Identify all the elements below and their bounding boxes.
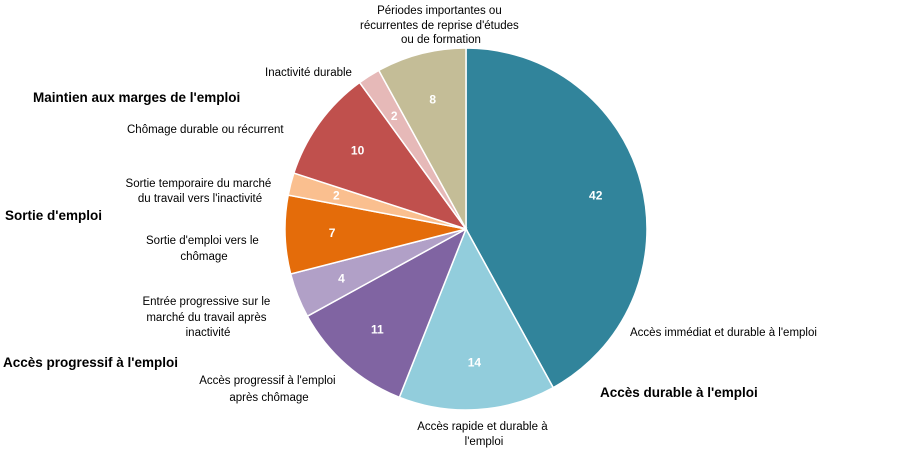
slice-value-label-7: 2 [391, 109, 398, 123]
category-label-acces-progressif-chomage: Accès progressif à l'emploi après chômag… [199, 375, 339, 404]
category-label-entree-progressive: Entrée progressive sur le marché du trav… [142, 296, 273, 339]
category-label-sortie-chomage: Sortie d'emploi vers le chômage [146, 235, 262, 263]
pie-slice-8 [377, 47, 467, 230]
group-label-maintien-marges: Maintien aux marges de l'emploi [33, 90, 240, 105]
slice-value-label-3: 4 [338, 271, 345, 285]
group-label-acces-progressif: Accès progressif à l'emploi [3, 355, 178, 370]
slice-value-label-1: 14 [468, 356, 482, 370]
slice-value-label-5: 2 [333, 189, 340, 203]
category-label-sortie-temporaire: Sortie temporaire du marché du travail v… [126, 178, 275, 205]
slice-value-labels: 42 14 11 4 7 2 10 2 8 [329, 92, 603, 369]
pie-slice-1 [398, 227, 555, 411]
pie-slices [284, 47, 648, 411]
slice-value-label-2: 11 [371, 323, 384, 337]
category-label-periodes-etudes: Périodes importantes ou récurrentes de r… [360, 5, 522, 46]
category-label-inactivite-durable: Inactivité durable [265, 67, 352, 79]
pie-slice-2 [306, 227, 468, 399]
pie-slice-0 [465, 47, 648, 389]
pie-slice-6 [292, 81, 468, 231]
group-label-sortie-emploi: Sortie d'emploi [5, 208, 102, 223]
category-label-chomage-durable: Chômage durable ou récurrent [127, 124, 284, 136]
slice-value-label-4: 7 [329, 226, 336, 240]
slice-value-label-6: 10 [351, 143, 365, 157]
group-label-acces-durable: Accès durable à l'emploi [600, 385, 758, 400]
slice-value-label-8: 8 [429, 92, 436, 106]
slice-value-label-0: 42 [589, 189, 603, 203]
category-label-acces-rapide: Accès rapide et durable à l'emploi [417, 421, 551, 448]
category-label-acces-immediat: Accès immédiat et durable à l'emploi [630, 327, 817, 339]
